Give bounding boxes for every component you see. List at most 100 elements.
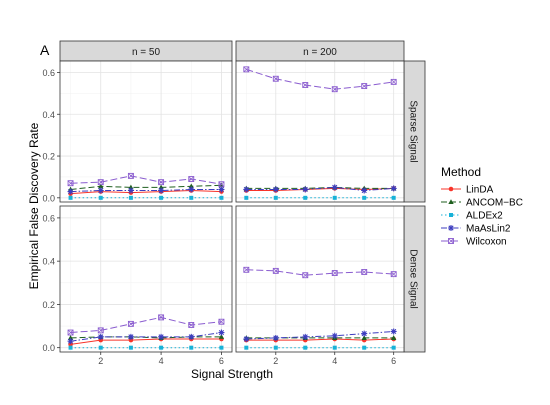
data-point bbox=[302, 272, 309, 279]
data-point bbox=[68, 342, 73, 347]
y-tick-label: 0.4 bbox=[42, 110, 55, 120]
series-line bbox=[246, 68, 394, 90]
panel-background bbox=[236, 206, 404, 352]
data-point bbox=[98, 345, 103, 350]
data-point bbox=[390, 78, 397, 85]
y-tick-label: 0.6 bbox=[42, 68, 55, 78]
panel-border bbox=[59, 60, 233, 203]
data-point bbox=[67, 188, 74, 195]
data-point bbox=[361, 187, 368, 194]
series-line bbox=[70, 175, 222, 185]
data-point bbox=[67, 335, 74, 340]
data-point bbox=[128, 345, 133, 350]
data-point bbox=[127, 187, 134, 194]
legend-item: MaAsLin2 bbox=[441, 224, 511, 235]
data-point bbox=[302, 82, 309, 88]
legend-item: LinDA bbox=[441, 185, 494, 196]
series-wilcoxon bbox=[67, 314, 225, 336]
data-point bbox=[158, 314, 165, 321]
row-strip-0: Sparse Signal bbox=[403, 60, 426, 203]
series-wilcoxon bbox=[243, 266, 397, 279]
data-point bbox=[390, 328, 397, 335]
y-tick-label: 0.6 bbox=[42, 213, 55, 223]
data-point bbox=[159, 195, 164, 200]
data-point bbox=[390, 271, 397, 278]
data-point bbox=[98, 195, 103, 200]
data-point bbox=[361, 330, 368, 337]
data-point bbox=[98, 183, 104, 189]
data-point bbox=[189, 195, 194, 200]
data-point bbox=[98, 337, 104, 343]
panels bbox=[59, 60, 405, 353]
col-strip-1: n = 200 bbox=[235, 40, 405, 62]
axes: 0.0 0.2 0.4 0.6 0.0 0.2 0.4 0.6 2 4 6 2 4 6 bbox=[42, 68, 396, 366]
data-point bbox=[97, 187, 104, 194]
data-point bbox=[331, 86, 338, 93]
data-point bbox=[331, 332, 338, 339]
panel-background bbox=[60, 61, 232, 202]
data-point bbox=[188, 322, 195, 328]
col-strip-label-1: n = 200 bbox=[303, 47, 337, 58]
series-maaslin2 bbox=[243, 328, 397, 343]
panel-border bbox=[235, 60, 405, 203]
legend-key-marker bbox=[448, 238, 454, 244]
x-tick-label: 4 bbox=[332, 356, 337, 366]
x-axis-title: Signal Strength bbox=[191, 367, 273, 381]
legend-item: Wilcoxon bbox=[441, 237, 507, 248]
x-tick-label: 2 bbox=[98, 356, 103, 366]
data-point bbox=[243, 66, 250, 73]
data-point bbox=[68, 345, 73, 350]
data-point bbox=[303, 195, 308, 200]
data-point bbox=[273, 195, 278, 200]
x-tick-label: 6 bbox=[391, 356, 396, 366]
series-line bbox=[70, 332, 222, 342]
data-point bbox=[272, 334, 279, 341]
y-tick-label: 0.4 bbox=[42, 257, 55, 267]
col-strip-label-0: n = 50 bbox=[132, 47, 161, 58]
data-point bbox=[362, 195, 367, 200]
panel-2 bbox=[59, 205, 233, 353]
data-point bbox=[272, 75, 279, 82]
legend-key-marker bbox=[448, 186, 454, 192]
data-point bbox=[273, 345, 278, 350]
data-point bbox=[332, 195, 337, 200]
row-strip-1: Dense Signal bbox=[403, 205, 426, 353]
data-point bbox=[67, 329, 74, 336]
data-point bbox=[158, 333, 165, 340]
row-strip-label-0: Sparse Signal bbox=[408, 100, 419, 162]
data-point bbox=[390, 335, 397, 340]
y-tick-label: 0.2 bbox=[42, 300, 55, 310]
data-point bbox=[390, 185, 397, 192]
data-point bbox=[159, 345, 164, 350]
data-point bbox=[127, 172, 134, 179]
series-maaslin2 bbox=[243, 184, 397, 194]
x-tick-label: 6 bbox=[219, 356, 224, 366]
y-axis-title: Empirical False Discovery Rate bbox=[27, 122, 41, 289]
data-point bbox=[128, 195, 133, 200]
data-point bbox=[67, 180, 74, 187]
data-point bbox=[302, 333, 309, 340]
series-line bbox=[70, 189, 222, 195]
data-point bbox=[158, 184, 164, 190]
data-point bbox=[272, 186, 279, 193]
data-point bbox=[218, 181, 225, 188]
y-tick-label: 0.2 bbox=[42, 152, 55, 162]
series-maaslin2 bbox=[67, 329, 225, 345]
data-point bbox=[67, 338, 74, 345]
data-point bbox=[219, 345, 224, 350]
legend-label: MaAsLin2 bbox=[466, 224, 511, 235]
data-point bbox=[332, 345, 337, 350]
legend-label: ANCOM−BC bbox=[466, 198, 523, 209]
data-point bbox=[243, 336, 250, 343]
series-line bbox=[70, 338, 222, 345]
data-point bbox=[243, 266, 250, 273]
data-point bbox=[127, 320, 134, 327]
series-line bbox=[70, 336, 222, 339]
series-aldex2 bbox=[68, 195, 224, 200]
x-tick-label: 2 bbox=[273, 356, 278, 366]
data-point bbox=[303, 345, 308, 350]
series-aldex2 bbox=[244, 195, 396, 200]
data-point bbox=[158, 187, 165, 194]
